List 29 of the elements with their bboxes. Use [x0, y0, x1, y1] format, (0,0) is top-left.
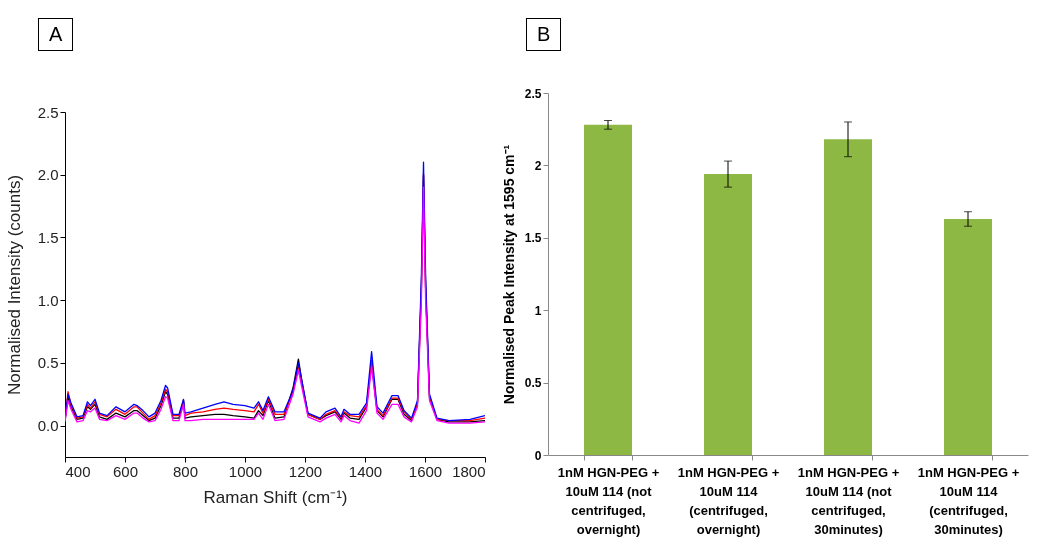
y-tick-label: 1.5: [37, 228, 59, 246]
x-tick-label: 1800: [452, 462, 486, 480]
x-tick-label: 1nM HGN-PEG + 10uM 114 (not centrifuged, overnight): [557, 464, 660, 537]
y-tick-label: 1.5: [524, 231, 542, 246]
y-tick-label: 0.0: [37, 417, 59, 435]
y-tick-label: 2.5: [37, 103, 59, 121]
x-tick-label: 1nM HGN-PEG + 10uM 114 (centrifuged, 30minutes): [917, 464, 1020, 537]
text: A: [38, 18, 74, 51]
x-tick-label: 1200: [288, 462, 323, 480]
y-tick-label: 1.0: [37, 291, 59, 309]
x-tick-label: 1000: [228, 462, 263, 480]
y-tick-label: 1: [534, 303, 542, 318]
y-tick-label: 0: [534, 448, 542, 463]
x-tick-label: 400: [65, 462, 91, 480]
x-tick-label: 1400: [348, 462, 383, 480]
y-tick-label: 2: [534, 158, 542, 173]
y-axis-title: Normalised Intensity (counts): [4, 174, 24, 396]
y-axis-title: Normalised Peak Intensity at 1595 cm⁻¹: [500, 144, 517, 405]
y-tick-label: 0.5: [524, 376, 542, 391]
x-tick-label: 1600: [408, 462, 443, 480]
y-tick-label: 0.5: [37, 354, 59, 372]
y-tick-label: 2.5: [524, 86, 542, 101]
text: B: [526, 18, 562, 51]
x-tick-label: 800: [172, 462, 199, 480]
x-tick-label: 1nM HGN-PEG + 10uM 114 (not centrifuged, 30minutes): [797, 464, 900, 537]
x-tick-label: 600: [112, 462, 139, 480]
y-tick-label: 2.0: [37, 166, 59, 184]
x-axis-title: Raman Shift (cm⁻¹): [203, 487, 348, 507]
x-tick-label: 1nM HGN-PEG + 10uM 114 (centrifuged, overnight): [677, 464, 780, 537]
